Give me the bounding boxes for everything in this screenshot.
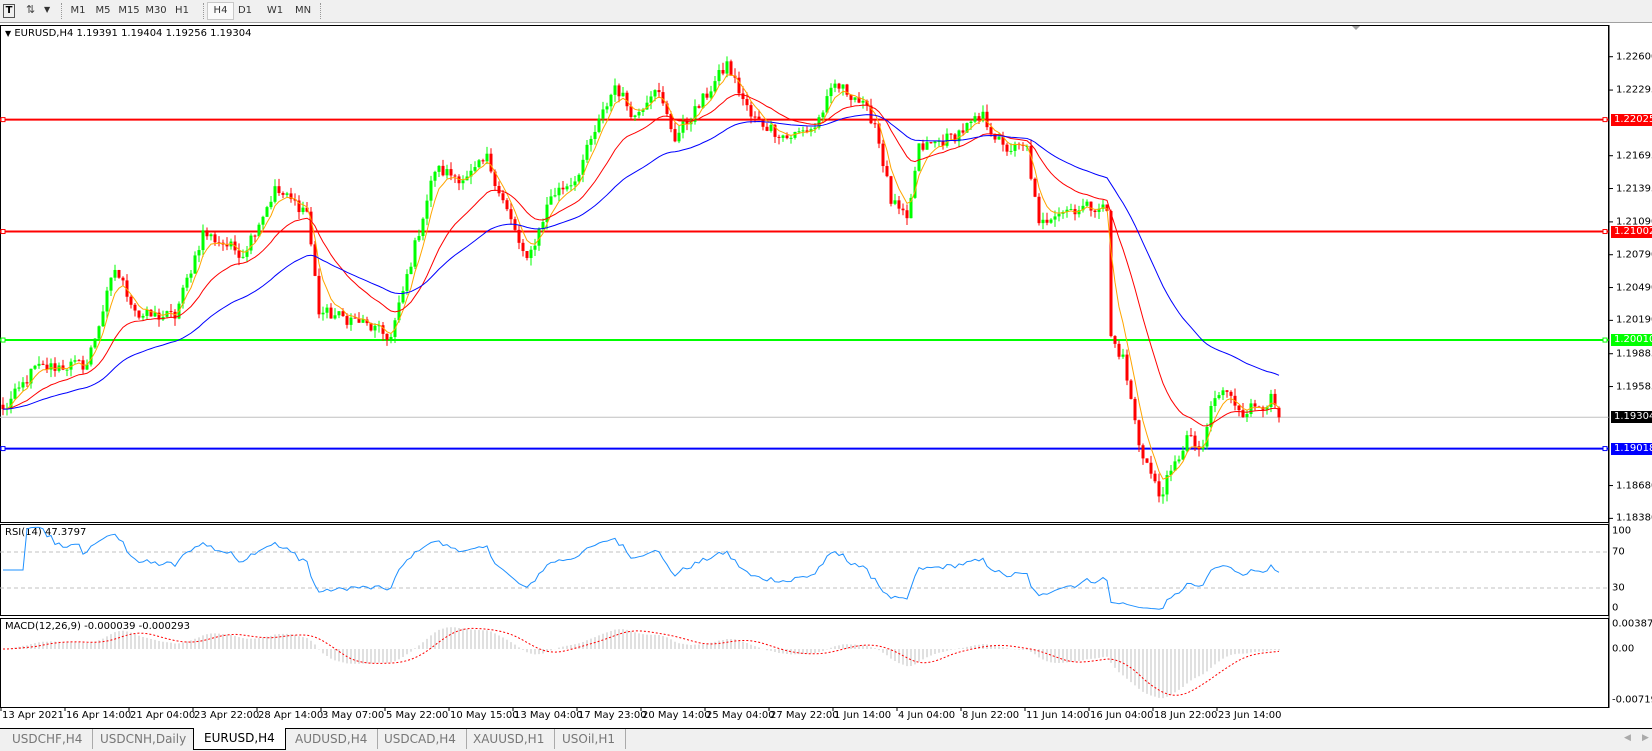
- toolbar-separator: [203, 3, 205, 19]
- time-axis-label: 20 May 14:00: [642, 710, 711, 721]
- timeframe-d1[interactable]: D1: [237, 5, 253, 16]
- time-axis-label: 25 May 04:00: [706, 710, 775, 721]
- cursor-arrows-icon[interactable]: ⇅: [26, 3, 36, 16]
- price-axis-label: 1.22600: [1616, 51, 1652, 63]
- price-axis-label: 1.21090: [1616, 216, 1652, 228]
- price-axis-label: 1.20790: [1616, 249, 1652, 261]
- price-axis-label: 1.22295: [1616, 84, 1652, 96]
- timeframe-h4[interactable]: H4: [207, 2, 234, 20]
- macd-panel[interactable]: MACD(12,26,9) -0.000039 -0.000293: [0, 618, 1609, 708]
- tab-usdchf-h4[interactable]: USDCHF,H4: [2, 729, 94, 749]
- price-axis-label: 1.21695: [1616, 150, 1652, 162]
- time-axis-label: 3 May 07:00: [322, 710, 385, 721]
- tab-xauusd-h1[interactable]: XAUUSD,H1: [463, 729, 556, 749]
- toolbar: T ⇅ ▼ M1 M5 M15 M30 H1 H4 D1 W1 MN: [0, 0, 1652, 23]
- timeframe-m5[interactable]: M5: [95, 5, 111, 16]
- main-chart-panel[interactable]: ▼ EURUSD,H4 1.19391 1.19404 1.19256 1.19…: [0, 25, 1609, 523]
- tab-eurusd-h4[interactable]: EURUSD,H4: [193, 728, 286, 750]
- timeframe-m15[interactable]: M15: [118, 5, 140, 16]
- time-axis-label: 16 Jun 04:00: [1090, 710, 1154, 721]
- tab-usdcnh-daily[interactable]: USDCNH,Daily: [90, 729, 198, 749]
- time-axis-label: 28 Apr 14:00: [258, 710, 324, 721]
- rsi-panel[interactable]: RSI(14) 47.3797: [0, 524, 1609, 616]
- rsi-axis-100: 100: [1612, 525, 1632, 537]
- tabs-scroll-right-icon[interactable]: ▶: [1642, 733, 1649, 743]
- timeframe-w1[interactable]: W1: [266, 5, 284, 16]
- time-axis-label: 8 Jun 22:00: [962, 710, 1020, 721]
- time-axis-label: 23 Jun 14:00: [1218, 710, 1282, 721]
- price-axis-label: 1.19885: [1616, 348, 1652, 360]
- time-axis-label: 27 May 22:00: [770, 710, 839, 721]
- time-axis-label: 17 May 23:00: [578, 710, 647, 721]
- price-axis-label: 1.21395: [1616, 183, 1652, 195]
- collapse-arrow-icon[interactable]: ▼: [5, 29, 12, 38]
- tab-usdcad-h4[interactable]: USDCAD,H4: [374, 729, 467, 749]
- chart-title: ▼ EURUSD,H4 1.19391 1.19404 1.19256 1.19…: [5, 28, 251, 39]
- time-axis-label: 21 Apr 04:00: [130, 710, 196, 721]
- price-axis-label: 1.18680: [1616, 480, 1652, 492]
- rsi-axis-70: 70: [1612, 546, 1625, 558]
- level-price-label: 1.22025: [1611, 113, 1652, 126]
- time-axis-label: 10 May 15:00: [450, 710, 519, 721]
- time-axis-label: 16 Apr 14:00: [66, 710, 132, 721]
- time-axis-label: 13 May 04:00: [514, 710, 583, 721]
- macd-axis-zero: 0.00: [1612, 643, 1635, 655]
- price-axis-label: 1.20190: [1616, 314, 1652, 326]
- macd-title: MACD(12,26,9) -0.000039 -0.000293: [5, 621, 190, 632]
- bid-price-label: 1.19304: [1611, 411, 1652, 424]
- time-axis-label: 13 Apr 2021: [2, 710, 64, 721]
- dropdown-arrow-icon[interactable]: ▼: [44, 5, 51, 14]
- toolbar-separator: [320, 3, 322, 19]
- macd-axis-max: 0.003873: [1612, 618, 1652, 630]
- tab-usoil-h1[interactable]: USOil,H1: [552, 729, 626, 749]
- toolbar-separator: [61, 3, 63, 19]
- tab-audusd-h4[interactable]: AUDUSD,H4: [285, 729, 379, 749]
- price-axis-label: 1.19585: [1616, 381, 1652, 393]
- time-axis-label: 11 Jun 14:00: [1026, 710, 1090, 721]
- level-price-label: 1.20010: [1611, 334, 1652, 347]
- time-axis-label: 1 Jun 14:00: [834, 710, 892, 721]
- time-axis-label: 5 May 22:00: [386, 710, 449, 721]
- level-price-label: 1.21002: [1611, 225, 1652, 238]
- time-axis-label: 4 Jun 04:00: [898, 710, 956, 721]
- chart-ohlc-title: EURUSD,H4 1.19391 1.19404 1.19256 1.1930…: [14, 28, 252, 39]
- rsi-axis-0: 0: [1612, 602, 1619, 614]
- timeframe-m30[interactable]: M30: [145, 5, 167, 16]
- rsi-title: RSI(14) 47.3797: [5, 527, 87, 538]
- tabs-scroll-left-icon[interactable]: ◀: [1624, 733, 1631, 743]
- time-axis-label: 23 Apr 22:00: [194, 710, 260, 721]
- chart-tabs-bar: USDCHF,H4 USDCNH,Daily EURUSD,H4 AUDUSD,…: [0, 728, 1652, 751]
- timeframe-h1[interactable]: H1: [175, 5, 189, 16]
- macd-axis-min: -0.007195: [1612, 694, 1652, 706]
- level-price-label: 1.19018: [1611, 442, 1652, 455]
- timeframe-m1[interactable]: M1: [70, 5, 86, 16]
- price-axis-label: 1.18380: [1616, 512, 1652, 524]
- text-tool-icon[interactable]: T: [3, 4, 15, 18]
- time-axis-label: 18 Jun 22:00: [1154, 710, 1218, 721]
- price-axis-label: 1.20490: [1616, 282, 1652, 294]
- timeframe-mn[interactable]: MN: [294, 5, 312, 16]
- rsi-axis-30: 30: [1612, 582, 1625, 594]
